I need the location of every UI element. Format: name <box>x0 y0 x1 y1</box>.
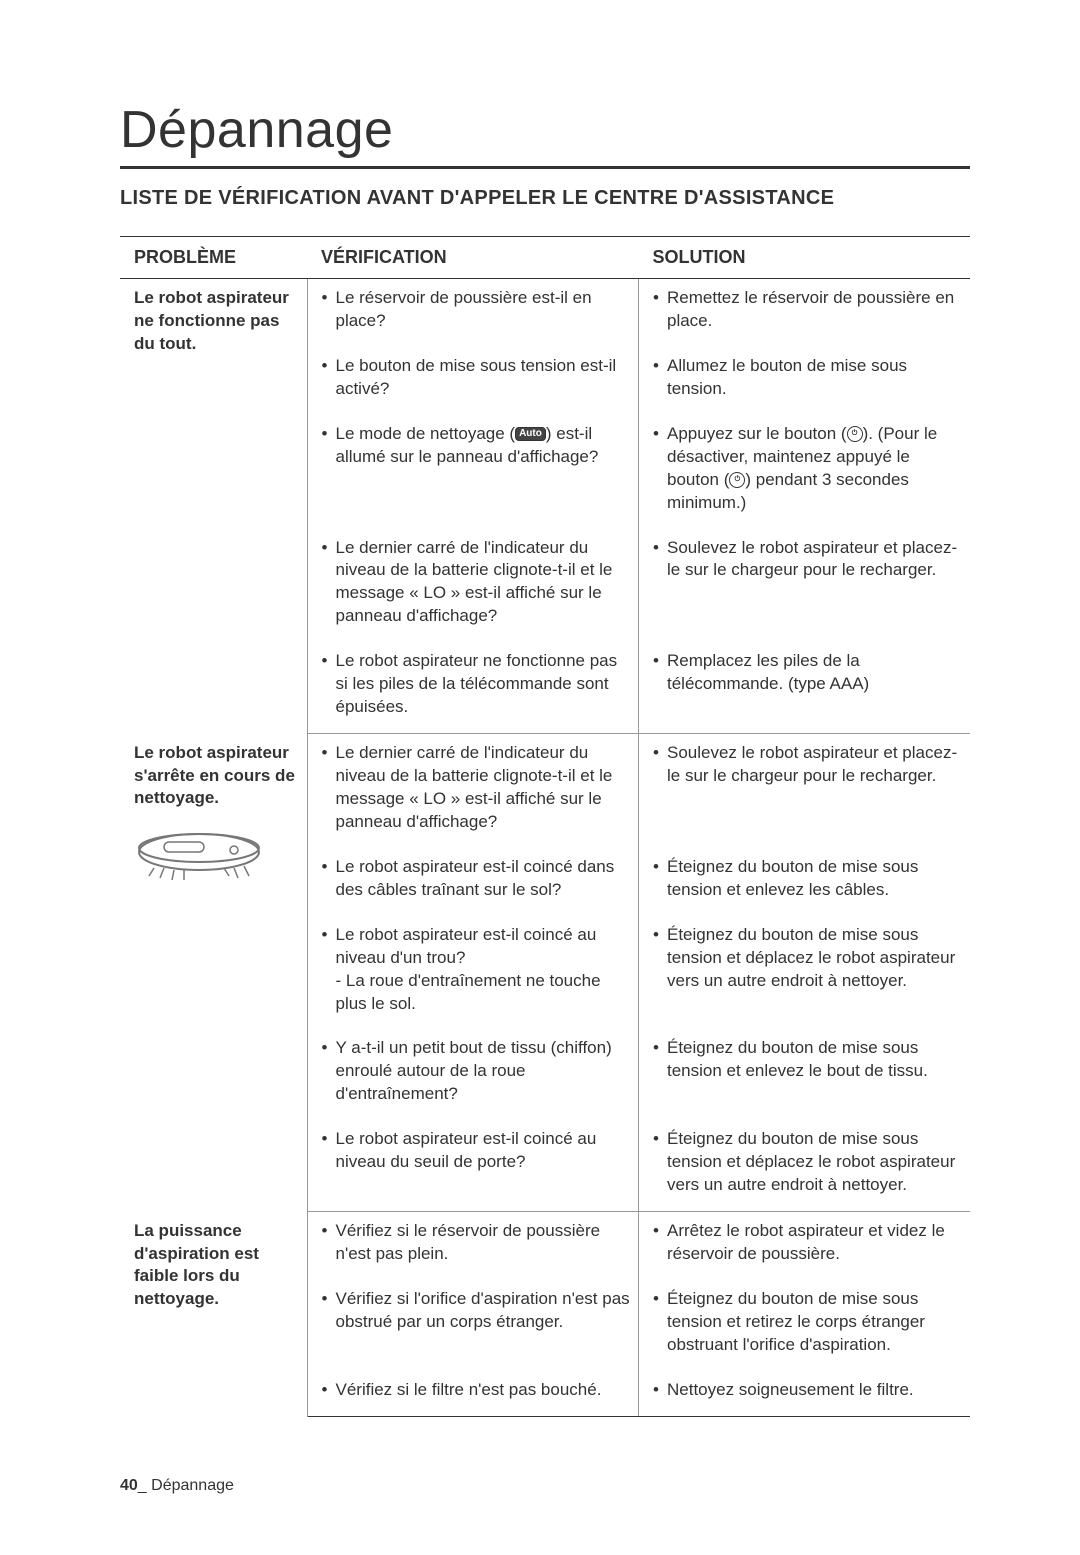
page-footer: 40_ Dépannage <box>120 1477 970 1495</box>
troubleshooting-table: PROBLÈME VÉRIFICATION SOLUTION Le robot … <box>120 236 970 1417</box>
th-verification: VÉRIFICATION <box>307 237 639 279</box>
verification-cell: Le réservoir de poussière est-il en plac… <box>307 279 639 347</box>
verification-cell: Le robot aspirateur est-il coincé au niv… <box>307 1120 639 1211</box>
verification-cell: Le dernier carré de l'indicateur du nive… <box>307 734 639 848</box>
verification-cell: Le robot aspirateur ne fonctionne pas si… <box>307 642 639 733</box>
verification-cell: Le mode de nettoyage (Auto) est-il allum… <box>307 415 639 529</box>
th-problem: PROBLÈME <box>120 237 307 279</box>
auto-mode-icon: Auto <box>515 427 546 441</box>
th-solution: SOLUTION <box>639 237 971 279</box>
solution-cell: Allumez le bouton de mise sous tension. <box>639 347 971 415</box>
problem-cell: Le robot aspirateur s'arrête en cours de… <box>120 734 307 1212</box>
solution-cell: Arrêtez le robot aspirateur et videz le … <box>639 1212 971 1280</box>
robot-vacuum-icon <box>134 828 264 883</box>
solution-cell: Éteignez du bouton de mise sous tension … <box>639 916 971 1030</box>
solution-cell: Soulevez le robot aspirateur et placez-l… <box>639 734 971 848</box>
verification-cell: Le bouton de mise sous tension est-il ac… <box>307 347 639 415</box>
verification-cell: Y a-t-il un petit bout de tissu (chiffon… <box>307 1029 639 1120</box>
solution-cell: Remplacez les piles de la télécommande. … <box>639 642 971 733</box>
verification-cell: Le robot aspirateur est-il coincé dans d… <box>307 848 639 916</box>
solution-cell: Remettez le réservoir de poussière en pl… <box>639 279 971 347</box>
footer-label: _ Dépannage <box>138 1477 234 1494</box>
page-number: 40 <box>120 1477 138 1494</box>
page-subtitle: LISTE DE VÉRIFICATION AVANT D'APPELER LE… <box>120 187 970 210</box>
start-stop-icon: ⏻ <box>847 426 863 442</box>
verification-cell: Vérifiez si le réservoir de poussière n'… <box>307 1212 639 1280</box>
start-stop-icon: ⏻ <box>729 472 745 488</box>
verification-cell: Vérifiez si le filtre n'est pas bouché. <box>307 1371 639 1416</box>
solution-cell: Soulevez le robot aspirateur et placez-l… <box>639 529 971 643</box>
verification-cell: Le dernier carré de l'indicateur du nive… <box>307 529 639 643</box>
solution-cell: Éteignez du bouton de mise sous tension … <box>639 1120 971 1211</box>
solution-cell: Nettoyez soigneusement le filtre. <box>639 1371 971 1416</box>
solution-cell: Éteignez du bouton de mise sous tension … <box>639 1280 971 1371</box>
page-title: Dépannage <box>120 100 970 169</box>
verification-cell: Vérifiez si l'orifice d'aspiration n'est… <box>307 1280 639 1371</box>
verification-cell: Le robot aspirateur est-il coincé au niv… <box>307 916 639 1030</box>
solution-cell: Éteignez du bouton de mise sous tension … <box>639 1029 971 1120</box>
solution-cell: Appuyez sur le bouton (⏻). (Pour le désa… <box>639 415 971 529</box>
solution-cell: Éteignez du bouton de mise sous tension … <box>639 848 971 916</box>
problem-cell: La puissance d'aspiration est faible lor… <box>120 1212 307 1417</box>
problem-cell: Le robot aspirateur ne fonctionne pas du… <box>120 279 307 734</box>
